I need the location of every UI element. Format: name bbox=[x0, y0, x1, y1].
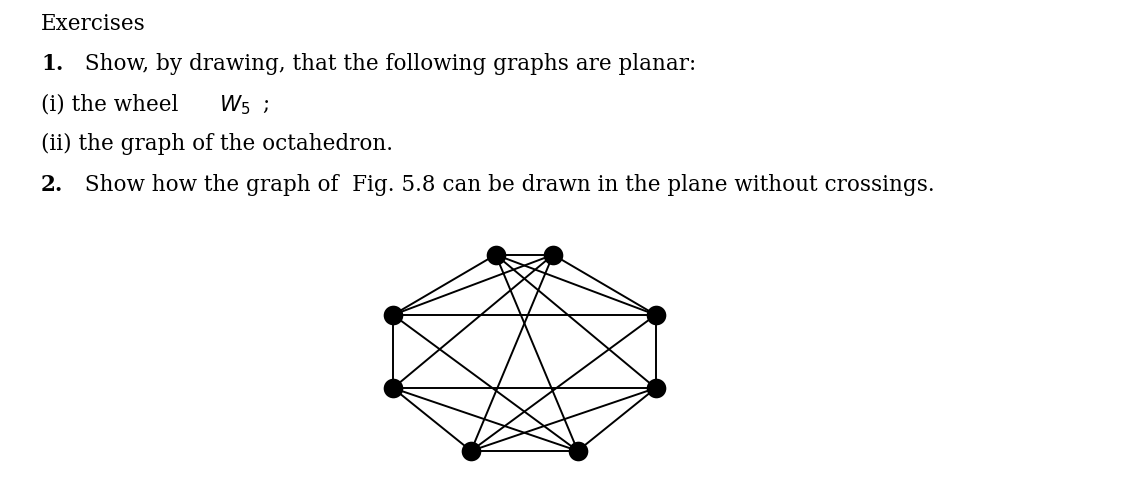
Text: 2.: 2. bbox=[41, 174, 64, 196]
Text: Show how the graph of  Fig. 5.8 can be drawn in the plane without crossings.: Show how the graph of Fig. 5.8 can be dr… bbox=[78, 174, 934, 196]
Point bbox=[544, 250, 562, 259]
Point bbox=[462, 447, 480, 455]
Point bbox=[646, 384, 665, 392]
Text: (i) the wheel: (i) the wheel bbox=[41, 93, 186, 115]
Text: ;: ; bbox=[262, 93, 269, 115]
Text: $W_5$: $W_5$ bbox=[219, 93, 251, 117]
Point bbox=[569, 447, 587, 455]
Point bbox=[384, 311, 402, 319]
Point bbox=[646, 311, 665, 319]
Text: (ii) the graph of the octahedron.: (ii) the graph of the octahedron. bbox=[41, 133, 393, 155]
Point bbox=[487, 250, 505, 259]
Text: Show, by drawing, that the following graphs are planar:: Show, by drawing, that the following gra… bbox=[78, 53, 695, 75]
Point bbox=[384, 384, 402, 392]
Text: 1.: 1. bbox=[41, 53, 64, 75]
Text: Exercises: Exercises bbox=[41, 13, 146, 35]
